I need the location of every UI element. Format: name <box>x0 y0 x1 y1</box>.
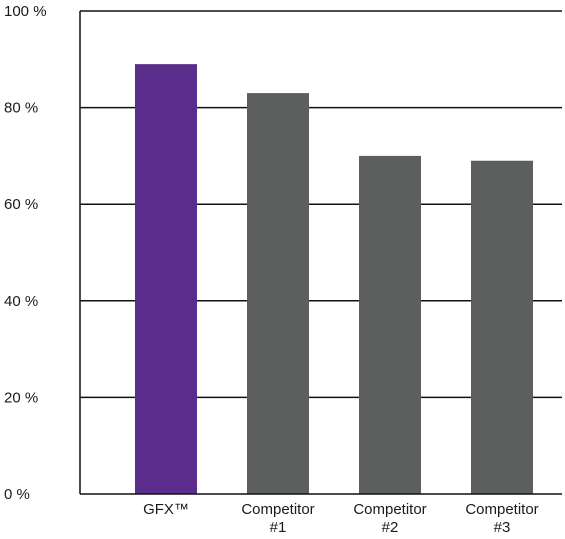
bars <box>135 64 533 495</box>
y-tick-label: 20 % <box>4 389 38 406</box>
category-label: GFX™ <box>143 501 189 518</box>
y-tick-label: 100 % <box>4 3 47 20</box>
y-tick-label: 40 % <box>4 293 38 310</box>
category-label: #2 <box>382 519 399 536</box>
axes <box>79 11 562 495</box>
category-label: Competitor <box>353 501 426 518</box>
category-label: #1 <box>270 519 287 536</box>
y-tick-labels: 0 % 20 % 40 % 60 % 80 % 100 % <box>4 3 47 503</box>
category-label: #3 <box>494 519 511 536</box>
y-tick-label: 60 % <box>4 196 38 213</box>
bar-1 <box>247 93 309 495</box>
bar-0 <box>135 64 197 494</box>
bar-3 <box>471 160 533 495</box>
category-label: Competitor <box>241 501 314 518</box>
y-tick-label: 80 % <box>4 100 38 117</box>
category-label: Competitor <box>465 501 538 518</box>
y-tick-label: 0 % <box>4 486 30 503</box>
bar-2 <box>359 155 421 494</box>
